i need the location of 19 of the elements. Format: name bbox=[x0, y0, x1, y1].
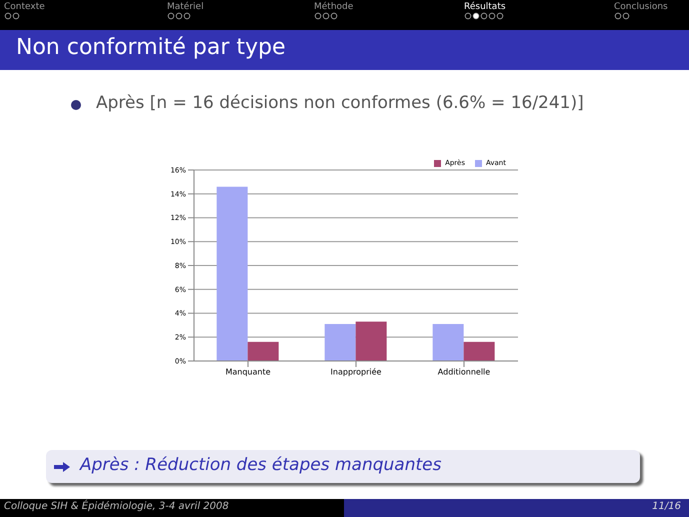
bar bbox=[324, 324, 356, 361]
bar bbox=[248, 342, 279, 361]
text: Méthode bbox=[314, 2, 354, 12]
text: Après : Réduction des étapes manquantes bbox=[80, 455, 442, 475]
text: 11/16 bbox=[652, 501, 681, 512]
text: Contexte bbox=[4, 2, 45, 12]
bar bbox=[216, 186, 248, 361]
chart-subtitle: Après [n = 16 décisions non conformes (6.6% = 16/241)] bbox=[96, 93, 584, 113]
text: Conclusions bbox=[614, 2, 668, 12]
bar bbox=[356, 322, 387, 361]
x-tick-label: Additionnelle bbox=[438, 368, 490, 377]
x-tick-label: Manquante bbox=[225, 368, 271, 377]
bar bbox=[432, 324, 464, 361]
chart-title: Non conformité par type bbox=[16, 35, 286, 60]
bar bbox=[464, 342, 495, 361]
text: Matériel bbox=[167, 2, 204, 12]
text: Résultats bbox=[464, 2, 506, 12]
x-tick-label: Inappropriée bbox=[330, 368, 382, 377]
text: Colloque SIH & Épidémiologie, 3-4 avril 2008 bbox=[4, 501, 229, 512]
